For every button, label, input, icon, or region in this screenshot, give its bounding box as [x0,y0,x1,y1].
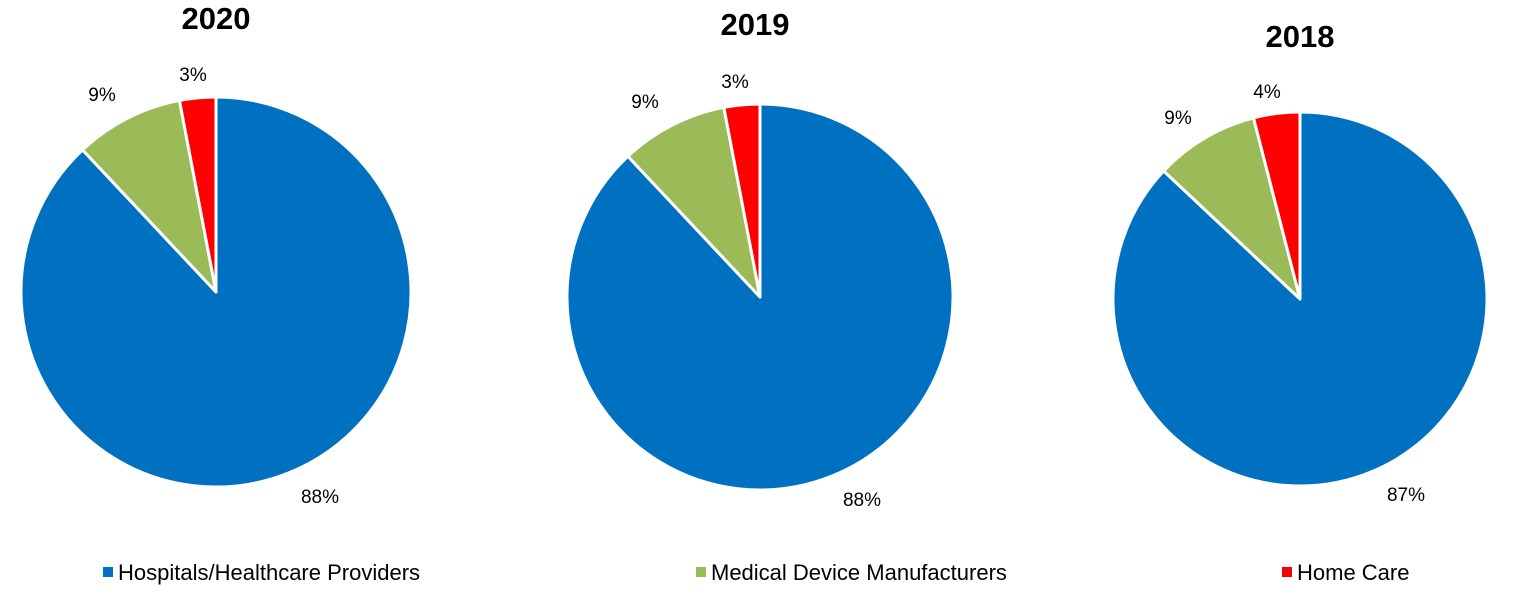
chart-title: 2019 [721,7,790,42]
legend-item-hospitals: Hospitals/Healthcare Providers [103,560,420,585]
legend-swatch-home-care [1282,567,1292,577]
slice-home-care [722,102,762,299]
legend-label-hospitals: Hospitals/Healthcare Providers [118,560,420,585]
slice-label-home-care: 4% [1253,82,1281,103]
slice-label-medical-device: 9% [1164,108,1192,129]
legend-item-home-care: Home Care [1282,560,1409,585]
slice-home-care [1251,110,1302,301]
slice-medical-device [81,98,218,294]
chart-title: 2018 [1266,19,1335,54]
pie-chart-2020: 2020 88% 9% 3% [19,1,413,508]
slice-label-medical-device: 9% [631,92,659,113]
slice-label-hospitals: 87% [1387,485,1425,506]
pie-chart-2018: 2018 87% 9% 4% [1111,19,1489,506]
slice-medical-device [626,105,762,299]
legend-label-home-care: Home Care [1297,560,1409,585]
legend-label-medical-device: Medical Device Manufacturers [711,560,1007,585]
slice-label-home-care: 3% [179,65,207,86]
slice-label-hospitals: 88% [843,490,881,511]
legend: Hospitals/Healthcare Providers Medical D… [103,560,1409,585]
slice-labels: 88% 9% 3% [631,72,881,511]
pie-slices [565,102,955,492]
legend-item-medical-device: Medical Device Manufacturers [696,560,1007,585]
legend-swatch-medical-device [696,567,706,577]
slice-label-hospitals: 88% [301,487,339,508]
pie-slices [1111,110,1489,488]
slice-labels: 87% 9% 4% [1164,82,1425,506]
slice-home-care [177,95,218,294]
slice-label-home-care: 3% [721,72,749,93]
pie-slices [19,95,413,489]
slice-medical-device [1162,116,1302,301]
slice-labels: 88% 9% 3% [88,65,339,508]
legend-swatch-hospitals [103,567,113,577]
chart-title: 2020 [182,1,251,36]
slice-label-medical-device: 9% [88,85,116,106]
pie-chart-2019: 2019 88% 9% 3% [565,7,955,511]
